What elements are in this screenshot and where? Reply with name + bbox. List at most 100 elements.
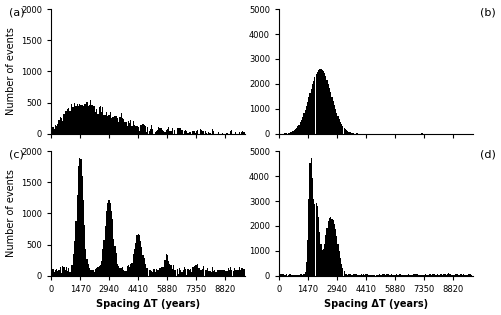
Bar xyxy=(386,274,387,276)
Bar xyxy=(391,274,392,276)
Bar xyxy=(84,225,85,276)
Bar xyxy=(135,243,136,276)
Bar xyxy=(333,220,334,276)
Bar xyxy=(365,274,367,276)
Bar xyxy=(324,243,325,276)
Bar xyxy=(339,119,340,134)
Bar xyxy=(136,126,138,134)
Bar xyxy=(392,275,393,276)
Bar xyxy=(85,249,87,276)
Bar xyxy=(157,270,158,276)
Bar xyxy=(336,113,337,134)
Bar xyxy=(129,123,130,134)
Bar xyxy=(395,274,396,276)
Bar xyxy=(168,261,169,276)
Bar xyxy=(347,275,348,276)
Bar xyxy=(207,268,208,276)
Bar xyxy=(319,69,320,134)
Bar xyxy=(296,275,297,276)
Bar xyxy=(68,268,69,276)
X-axis label: Spacing ΔT (years): Spacing ΔT (years) xyxy=(96,300,200,309)
Bar xyxy=(95,269,96,276)
Bar xyxy=(243,269,244,276)
Bar xyxy=(402,275,403,276)
Bar xyxy=(158,128,159,134)
Bar xyxy=(95,112,96,134)
Bar xyxy=(279,275,280,276)
Bar xyxy=(297,275,299,276)
Bar xyxy=(459,275,460,276)
Bar xyxy=(59,119,60,134)
Bar xyxy=(176,269,178,276)
Bar xyxy=(88,264,89,276)
Bar xyxy=(442,275,443,276)
Bar xyxy=(170,265,172,276)
Bar xyxy=(430,274,431,276)
Bar xyxy=(164,132,165,134)
Bar xyxy=(419,275,420,276)
Bar xyxy=(140,241,141,276)
Bar xyxy=(424,275,425,276)
Bar xyxy=(148,131,150,134)
Bar xyxy=(242,131,243,134)
Bar xyxy=(334,224,335,276)
Bar xyxy=(53,127,54,134)
Bar xyxy=(99,266,100,276)
Bar xyxy=(55,124,56,134)
Bar xyxy=(466,275,467,276)
Bar xyxy=(341,264,342,276)
Bar xyxy=(341,124,342,134)
Bar xyxy=(135,126,136,134)
Bar xyxy=(119,117,121,134)
Bar xyxy=(313,199,314,276)
Bar xyxy=(290,274,291,276)
Bar xyxy=(167,129,168,134)
Bar xyxy=(331,219,333,276)
Bar xyxy=(197,130,198,134)
Bar xyxy=(310,163,311,276)
Bar xyxy=(71,265,72,276)
Bar xyxy=(348,274,350,276)
Bar xyxy=(351,133,352,134)
Bar xyxy=(283,274,284,276)
Bar xyxy=(289,133,290,134)
Bar xyxy=(303,274,305,276)
Text: (c): (c) xyxy=(9,150,24,160)
Bar xyxy=(142,255,144,276)
Bar xyxy=(67,109,68,134)
Bar xyxy=(202,269,203,276)
Bar xyxy=(113,239,114,276)
Bar xyxy=(73,255,74,276)
Bar xyxy=(152,129,153,134)
Bar xyxy=(347,131,348,134)
Bar xyxy=(102,249,104,276)
Bar xyxy=(139,131,140,134)
Bar xyxy=(213,131,214,134)
Bar xyxy=(431,274,432,276)
Bar xyxy=(162,267,163,276)
Bar xyxy=(280,274,282,276)
Bar xyxy=(78,106,79,134)
Bar xyxy=(435,275,436,276)
Bar xyxy=(146,268,147,276)
Bar xyxy=(153,269,155,276)
Bar xyxy=(464,274,465,276)
Bar xyxy=(179,268,180,276)
Bar xyxy=(209,271,210,276)
Bar xyxy=(225,271,226,276)
Bar xyxy=(187,133,189,134)
Bar xyxy=(340,122,341,134)
Bar xyxy=(240,270,241,276)
Bar xyxy=(53,269,54,276)
Bar xyxy=(455,274,457,276)
Bar xyxy=(335,109,336,134)
Bar xyxy=(425,274,426,276)
Bar xyxy=(307,101,308,134)
Bar xyxy=(76,221,77,276)
Bar xyxy=(226,271,227,276)
Bar xyxy=(396,274,397,276)
Bar xyxy=(97,267,99,276)
Bar xyxy=(342,268,344,276)
Bar xyxy=(189,270,190,276)
Bar xyxy=(107,116,108,134)
